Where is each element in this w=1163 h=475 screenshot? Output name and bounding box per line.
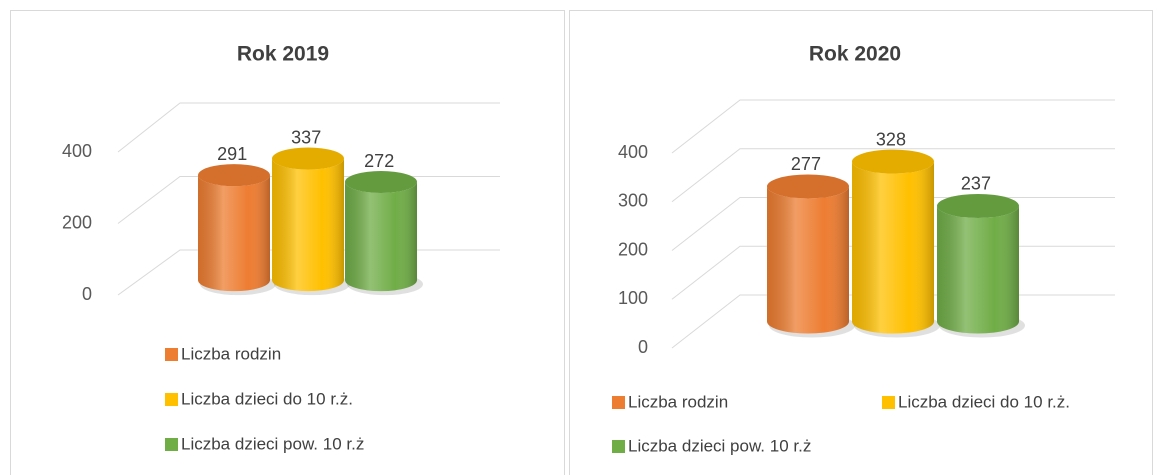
shading bbox=[937, 205, 1019, 334]
y-tick-label: 200 bbox=[62, 212, 92, 232]
y-tick-label: 100 bbox=[618, 288, 648, 308]
grid-line bbox=[671, 148, 1115, 203]
chart-title: Rok 2019 bbox=[237, 43, 329, 66]
legend-label: Liczba dzieci pow. 10 r.ż bbox=[628, 436, 811, 455]
chart-title: Rok 2020 bbox=[809, 43, 901, 66]
legend-label: Liczba rodzin bbox=[628, 392, 728, 411]
y-tick-label: 0 bbox=[638, 337, 648, 357]
legend-label: Liczba dzieci do 10 r.ż. bbox=[898, 392, 1070, 411]
y-tick-label: 0 bbox=[82, 284, 92, 304]
value-label: 291 bbox=[217, 144, 247, 164]
legend-swatch bbox=[165, 393, 178, 406]
y-tick-label: 200 bbox=[618, 239, 648, 259]
legend-swatch bbox=[882, 396, 895, 409]
bar-top bbox=[937, 193, 1019, 218]
bar-top bbox=[345, 171, 417, 194]
shading bbox=[345, 182, 417, 292]
y-tick-label: 300 bbox=[618, 191, 648, 211]
bar-top bbox=[198, 164, 270, 187]
legend-swatch bbox=[612, 396, 625, 409]
value-label: 237 bbox=[961, 174, 991, 194]
value-label: 277 bbox=[791, 154, 821, 174]
value-label: 272 bbox=[364, 151, 394, 171]
grid-line bbox=[671, 99, 1115, 154]
bar-top bbox=[767, 174, 849, 199]
legend-label: Liczba rodzin bbox=[181, 344, 281, 363]
legend-label: Liczba dzieci pow. 10 r.ż bbox=[181, 434, 364, 453]
legend-swatch bbox=[165, 438, 178, 451]
shading bbox=[272, 158, 344, 292]
y-tick-label: 400 bbox=[62, 141, 92, 161]
bar-top-shading bbox=[198, 164, 270, 187]
bar-top-shading bbox=[345, 171, 417, 194]
bar-top-shading bbox=[767, 174, 849, 199]
bar-top-shading bbox=[272, 147, 344, 170]
bar-top-shading bbox=[852, 149, 934, 174]
legend-swatch bbox=[612, 440, 625, 453]
value-label: 328 bbox=[876, 129, 906, 149]
shading bbox=[852, 161, 934, 334]
bar-top bbox=[272, 147, 344, 170]
shading bbox=[198, 175, 270, 292]
shading bbox=[766, 186, 849, 334]
legend-label: Liczba dzieci do 10 r.ż. bbox=[181, 389, 353, 408]
y-tick-label: 400 bbox=[618, 142, 648, 162]
grid-line bbox=[117, 102, 500, 153]
value-label: 337 bbox=[291, 127, 321, 147]
bar-top bbox=[852, 149, 934, 174]
bar-top-shading bbox=[937, 193, 1019, 218]
legend-swatch bbox=[165, 348, 178, 361]
